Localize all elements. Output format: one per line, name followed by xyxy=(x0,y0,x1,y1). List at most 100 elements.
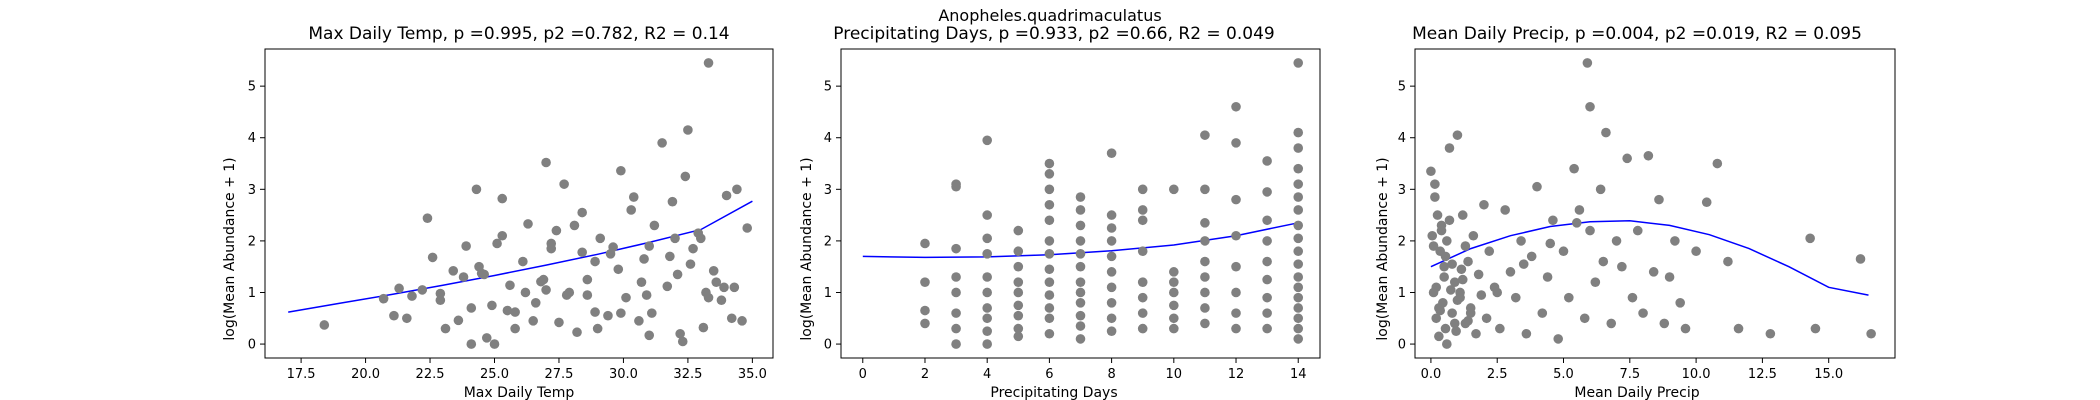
data-point xyxy=(1075,236,1086,246)
data-point xyxy=(670,233,680,244)
data-point xyxy=(1449,277,1460,287)
data-point xyxy=(479,269,489,280)
data-point xyxy=(474,261,484,272)
data-point xyxy=(489,339,500,349)
data-point xyxy=(1106,210,1117,220)
data-point xyxy=(1169,287,1179,298)
data-point xyxy=(951,272,961,282)
data-point xyxy=(1431,282,1442,293)
data-point xyxy=(982,303,992,313)
data-point xyxy=(716,295,727,306)
data-point xyxy=(1521,328,1532,339)
data-point xyxy=(719,282,729,293)
data-point xyxy=(1044,236,1055,246)
data-point xyxy=(1137,184,1148,195)
data-point xyxy=(453,315,464,326)
data-point xyxy=(1075,321,1086,331)
data-point xyxy=(647,308,657,318)
data-point xyxy=(1468,230,1479,241)
data-point xyxy=(541,157,551,168)
data-point xyxy=(505,280,515,291)
data-point xyxy=(1262,187,1272,197)
y-ticks: 0 1 2 3 4 5 xyxy=(1398,80,1415,353)
data-point xyxy=(1585,225,1595,236)
y-tick-label: 4 xyxy=(824,131,832,146)
y-axis-label: log(Mean Abundance + 1) xyxy=(1375,157,1391,340)
data-point xyxy=(466,303,477,313)
points-layer xyxy=(319,58,753,349)
data-point xyxy=(461,241,471,251)
data-point xyxy=(1200,130,1210,140)
data-point xyxy=(1712,158,1723,169)
y-tick-label: 2 xyxy=(824,234,832,249)
data-point xyxy=(427,252,438,263)
data-point xyxy=(1075,277,1086,287)
data-point xyxy=(1435,305,1445,316)
data-point xyxy=(1553,334,1564,344)
data-point xyxy=(1200,218,1210,228)
data-point xyxy=(677,336,688,347)
data-point xyxy=(1675,298,1685,308)
data-point xyxy=(582,290,593,300)
x-tick-label: 35.0 xyxy=(738,367,767,382)
data-point xyxy=(708,266,719,276)
data-point xyxy=(1106,298,1117,308)
panel-precipitating-days: Precipitating Days, p =0.933, p2 =0.66, … xyxy=(799,24,1321,400)
data-point xyxy=(1013,287,1024,298)
data-point xyxy=(1430,192,1440,202)
data-point xyxy=(1622,153,1632,164)
data-point xyxy=(1866,328,1876,339)
data-point xyxy=(1723,256,1733,267)
data-point xyxy=(1075,334,1086,344)
data-point xyxy=(492,238,502,249)
data-point xyxy=(1293,192,1304,202)
data-point xyxy=(1452,130,1463,140)
data-point xyxy=(1532,181,1542,192)
data-point xyxy=(378,293,389,304)
x-tick-label: 22.5 xyxy=(416,367,445,382)
x-tick-label: 20.0 xyxy=(351,367,380,382)
data-point xyxy=(1444,215,1455,226)
x-axis-label: Mean Daily Precip xyxy=(1574,385,1699,400)
data-point xyxy=(732,184,742,195)
x-axis-label: Precipitating Days xyxy=(990,385,1117,400)
y-axis-label: log(Mean Abundance + 1) xyxy=(799,157,815,340)
data-point xyxy=(1455,287,1465,298)
fit-layer xyxy=(288,200,753,313)
data-point xyxy=(1440,251,1451,262)
data-point xyxy=(628,192,639,202)
data-point xyxy=(466,339,477,349)
data-point xyxy=(920,305,930,316)
data-point xyxy=(701,287,711,298)
data-point xyxy=(546,243,557,254)
y-tick-label: 2 xyxy=(248,234,256,249)
data-point xyxy=(402,313,412,324)
data-point xyxy=(1044,199,1055,210)
y-tick-label: 1 xyxy=(824,286,832,301)
data-point xyxy=(1044,328,1055,339)
data-point xyxy=(1627,292,1638,303)
x-tick-label: 0.0 xyxy=(1421,367,1442,382)
data-point xyxy=(1013,261,1024,272)
data-point xyxy=(920,277,930,287)
data-point xyxy=(1200,272,1210,282)
data-point xyxy=(440,323,451,334)
data-point xyxy=(1451,326,1461,336)
data-point xyxy=(435,295,446,306)
data-point xyxy=(319,320,330,330)
data-point xyxy=(528,316,538,326)
y-tick-label: 4 xyxy=(248,131,256,146)
x-tick-label: 10.0 xyxy=(1682,367,1711,382)
data-point xyxy=(1200,256,1210,267)
data-point xyxy=(471,184,482,195)
x-tick-label: 32.5 xyxy=(673,367,702,382)
data-point xyxy=(481,333,492,343)
data-point xyxy=(1200,184,1210,195)
data-point xyxy=(982,287,992,298)
x-tick-label: 7.5 xyxy=(1619,367,1640,382)
data-point xyxy=(1579,313,1590,324)
data-point xyxy=(559,179,569,189)
data-point xyxy=(407,291,417,301)
data-point xyxy=(1293,127,1304,138)
data-point xyxy=(695,233,706,244)
